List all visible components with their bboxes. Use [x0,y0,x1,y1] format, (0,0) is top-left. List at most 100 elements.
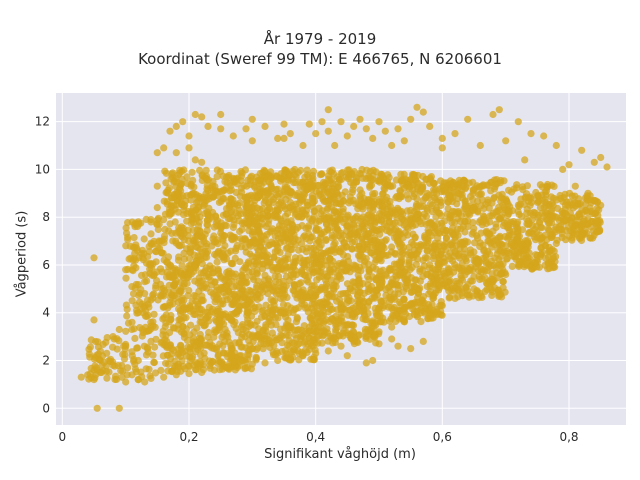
data-point [271,284,279,292]
data-point [218,310,226,319]
data-point [405,312,414,321]
data-point [495,106,503,114]
data-point [85,350,93,358]
data-point [290,306,298,314]
data-point [192,257,201,265]
data-point [339,290,347,298]
data-point [241,236,249,245]
data-point [300,339,308,347]
data-point [237,301,245,310]
data-point [186,348,194,356]
data-point [484,181,493,189]
data-point [99,340,107,349]
data-point [446,277,454,285]
data-point [427,173,435,181]
data-point [286,171,294,179]
data-point [236,352,244,360]
data-point [133,247,142,255]
data-point [524,243,532,251]
data-point [476,242,484,251]
data-point [547,193,555,201]
data-point [198,232,206,240]
data-point [261,276,269,284]
data-point [542,215,550,223]
data-point [411,171,419,179]
data-point [145,242,153,251]
data-point [350,168,358,176]
data-point [298,222,306,230]
data-point [507,188,516,196]
data-point [457,212,465,220]
data-point [345,264,353,272]
data-point [261,312,269,321]
data-point [212,213,220,221]
data-point [130,262,138,270]
data-point [490,176,499,184]
data-point [490,193,498,201]
data-point [314,339,322,347]
data-point [177,285,185,293]
data-point [187,321,195,329]
data-point [202,166,210,174]
data-point [90,366,98,374]
data-point [369,273,377,281]
data-point [150,310,158,318]
data-point [172,122,180,130]
data-point [318,312,326,320]
data-point [224,215,232,223]
data-point [317,234,325,242]
data-point [284,309,293,317]
data-point [301,304,309,312]
data-point [175,224,183,232]
data-point [492,208,500,216]
data-point [356,282,364,290]
data-point [282,167,290,175]
data-point [208,242,216,250]
data-point [251,209,260,217]
data-point [242,327,250,335]
data-point [265,259,273,267]
data-point [209,178,217,186]
data-point [135,298,144,306]
data-point [346,193,354,201]
data-point [444,264,452,272]
data-point [387,229,395,237]
data-point [349,186,357,194]
data-point [380,302,389,310]
data-point [584,189,592,197]
data-point [324,347,332,355]
y-tick-label: 10 [35,162,50,176]
data-point [343,132,351,140]
data-point [469,219,477,227]
data-point [221,325,229,333]
x-tick-labels: 0 0,2 0,4 0,6 0,8 [59,430,579,444]
data-point [562,216,570,224]
data-point [198,158,206,166]
data-point [167,315,175,323]
data-point [261,359,269,367]
data-point [198,277,206,285]
data-point [506,226,514,234]
data-point [403,179,411,187]
data-point [207,277,215,285]
data-point [177,180,185,188]
data-point [430,179,438,187]
data-point [161,210,170,218]
data-point [428,201,436,209]
y-axis-label: Vågperiod (s) [14,210,30,298]
data-point [291,254,299,262]
data-point [343,352,351,360]
data-point [496,270,505,278]
data-point [469,187,477,195]
data-point [362,175,370,183]
data-point [327,203,335,211]
data-point [210,232,218,240]
data-point [502,137,510,145]
data-point [352,178,361,186]
data-point [130,325,138,333]
data-point [538,183,547,191]
data-point [552,141,560,150]
data-point [514,240,522,248]
data-point [253,187,261,195]
